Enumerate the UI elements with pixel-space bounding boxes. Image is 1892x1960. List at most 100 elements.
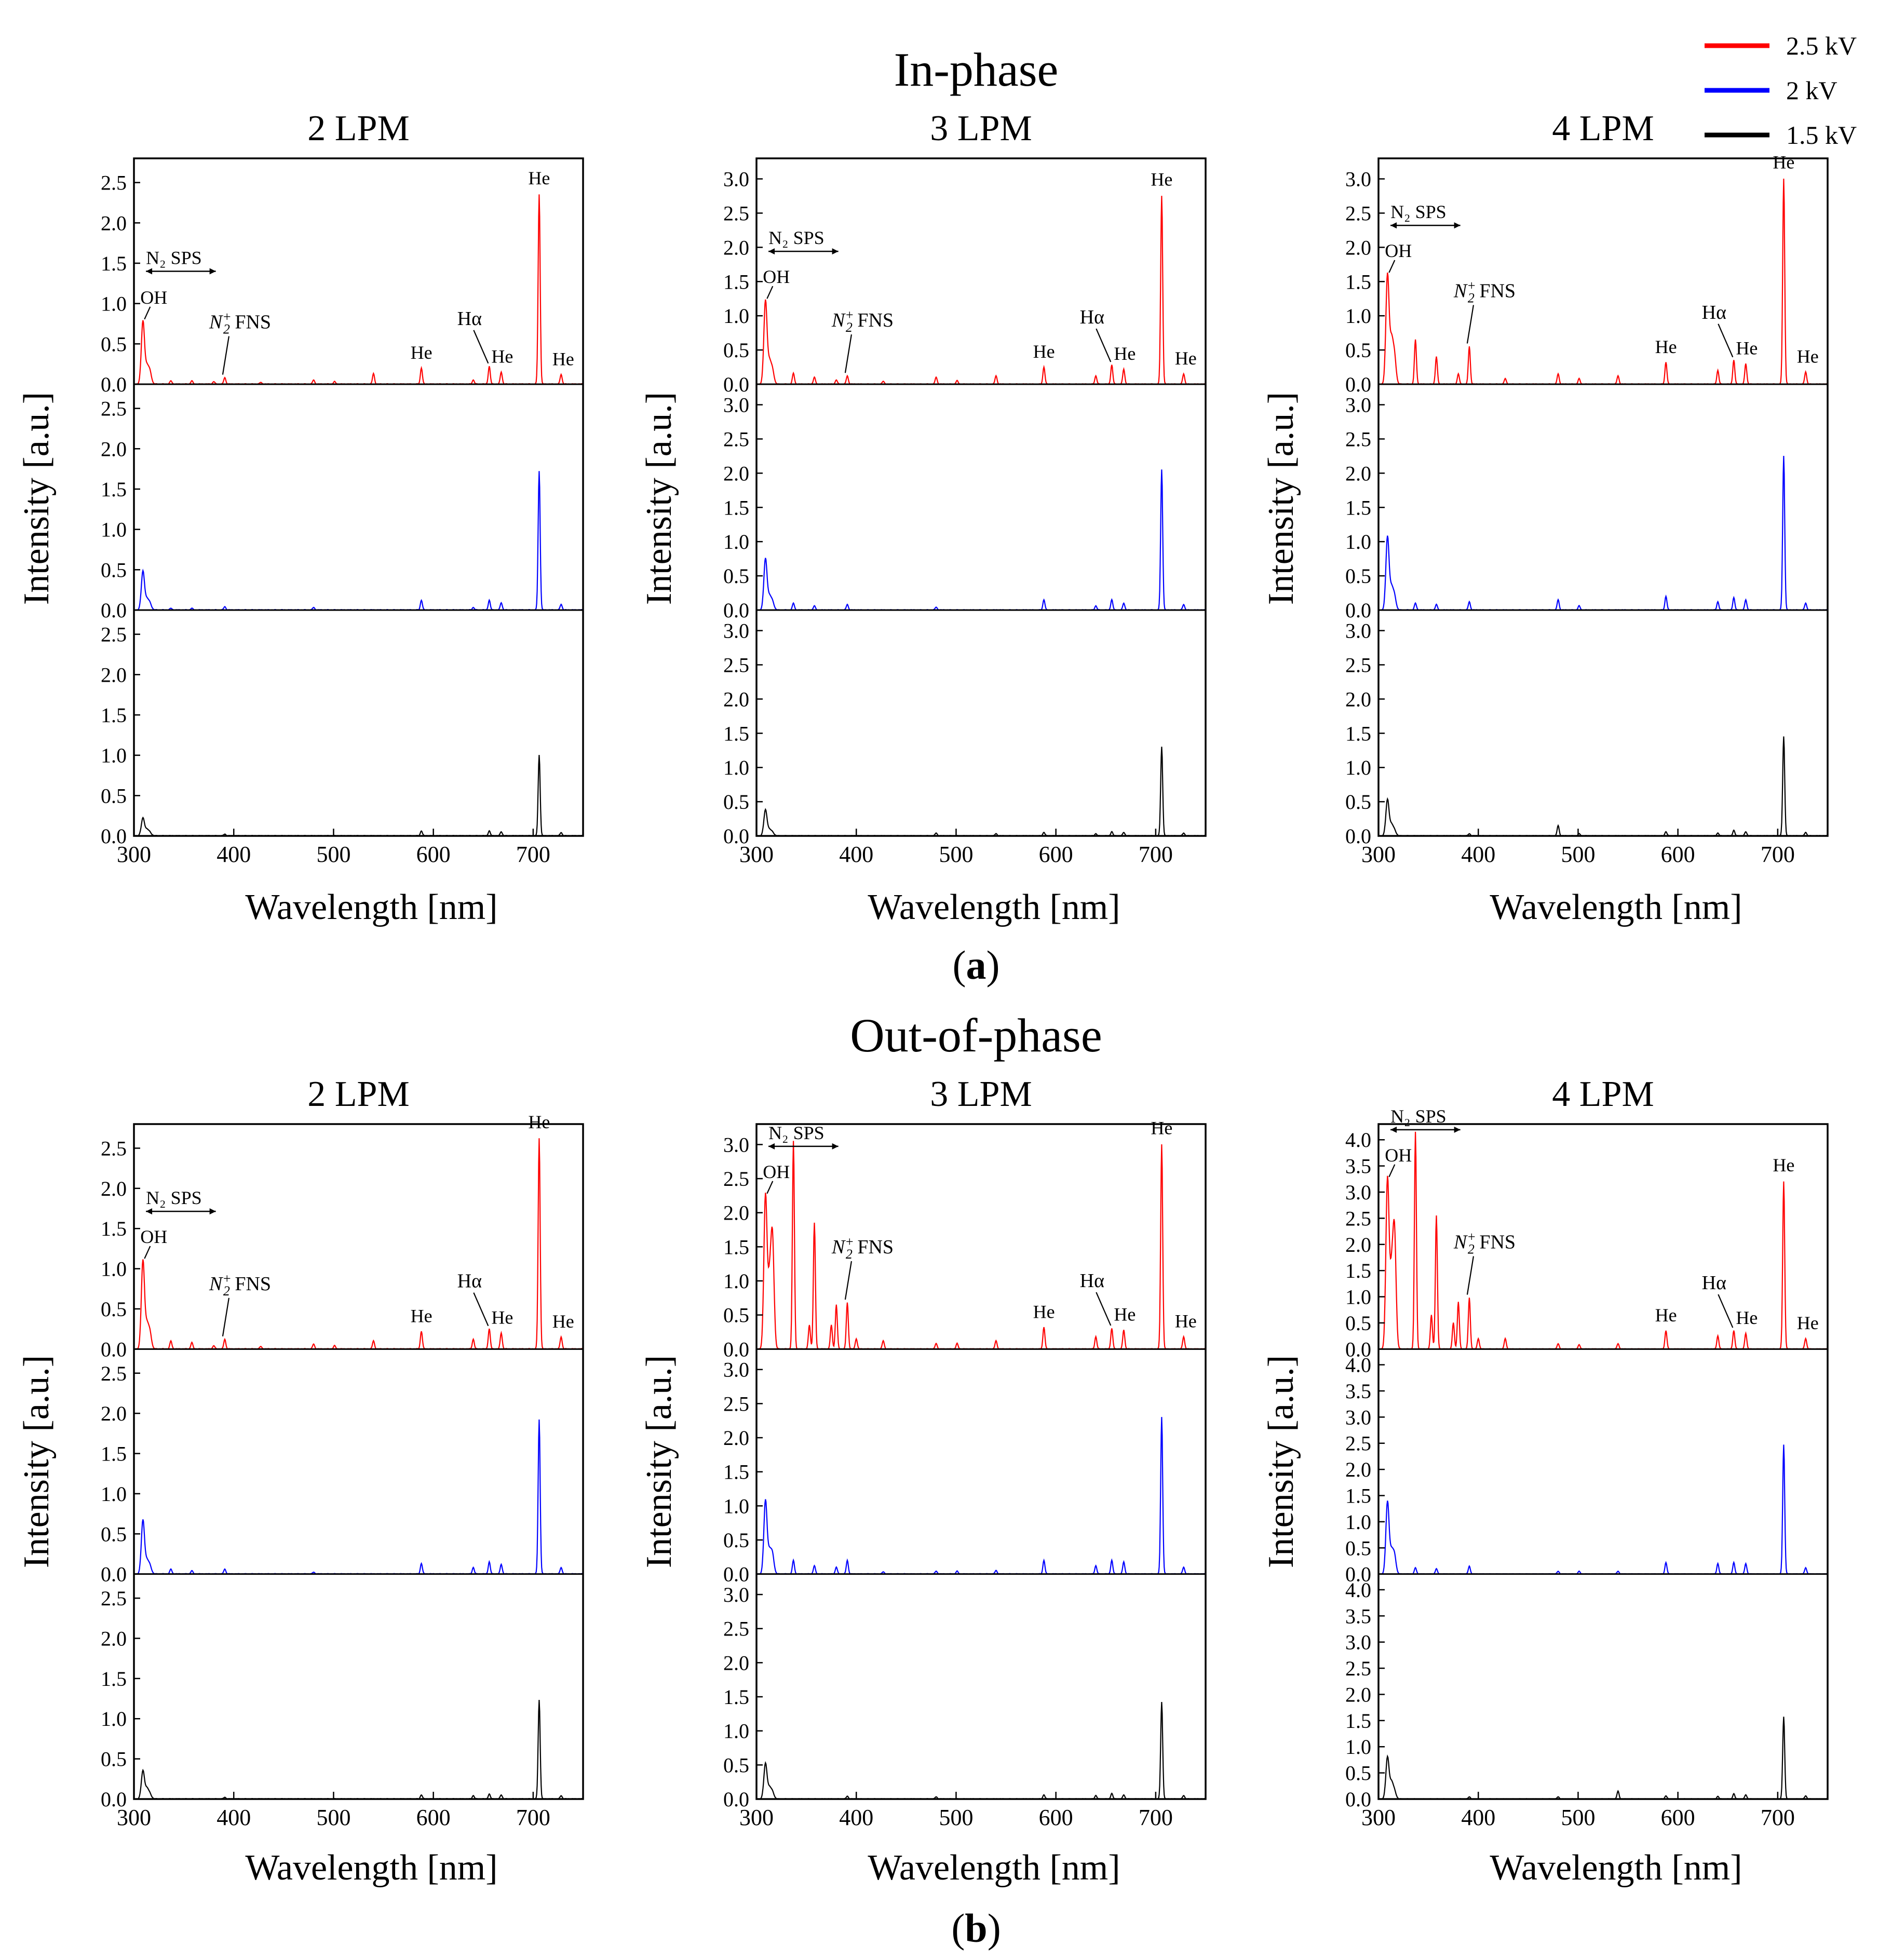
annotation-arrow xyxy=(844,334,853,373)
he-label: He xyxy=(491,1307,513,1328)
plot-frame xyxy=(1377,157,1829,837)
y-tick-label: 2.0 xyxy=(101,437,127,461)
x-axis-label: Wavelength [nm] xyxy=(245,887,497,927)
annotation-arrow xyxy=(1388,1164,1396,1178)
panel-title: 4 LPM xyxy=(1552,109,1654,148)
y-tick-label: 1.5 xyxy=(101,1667,127,1691)
spectrum-2_5kV xyxy=(756,196,1206,385)
spectrum-2kV xyxy=(756,1417,1206,1575)
y-tick-label: 0.5 xyxy=(1345,1536,1371,1560)
legend-label: 1.5 kV xyxy=(1786,120,1857,150)
he-label: He xyxy=(1797,1313,1819,1333)
group-title: In-phase xyxy=(894,43,1059,96)
x-tick-label: 700 xyxy=(1761,842,1795,867)
y-tick-label: 0.0 xyxy=(1345,824,1371,848)
y-tick-label: 3.0 xyxy=(1345,394,1371,417)
n2-fns-label: N+ 2 FNS xyxy=(1453,1229,1516,1257)
x-tick-label: 300 xyxy=(739,842,774,867)
n2-sps-label: N₂ SPS xyxy=(1390,201,1447,222)
y-tick-label: 2.0 xyxy=(1345,1683,1371,1706)
x-tick-label: 400 xyxy=(839,842,873,867)
panel-title: 3 LPM xyxy=(930,109,1032,148)
y-tick-label: 0.5 xyxy=(101,1522,127,1546)
y-tick-label: 2.0 xyxy=(723,1426,749,1450)
y-tick-label: 0.0 xyxy=(101,1563,127,1586)
y-axis-label: Intensity [a.u.] xyxy=(639,1355,679,1568)
y-tick-label: 0.5 xyxy=(1345,790,1371,814)
y-tick-label: 2.0 xyxy=(101,1177,127,1200)
y-tick-label: 3.5 xyxy=(1345,1380,1371,1403)
x-tick-label: 600 xyxy=(1661,1805,1695,1830)
n2-fns-label: N+ 2 FNS xyxy=(1453,278,1516,306)
spectrum-2kV xyxy=(1378,455,1828,611)
n2-fns-label: N+ 2 FNS xyxy=(209,1271,271,1299)
y-tick-label: 2.5 xyxy=(1345,1657,1371,1680)
y-tick-label: 3.0 xyxy=(1345,1181,1371,1204)
x-axis-label: Wavelength [nm] xyxy=(245,1848,497,1888)
he-label: He xyxy=(1175,348,1197,369)
y-tick-label: 3.0 xyxy=(723,1583,749,1606)
spectrum-2_5kV xyxy=(1378,1131,1828,1350)
y-tick-label: 4.0 xyxy=(1345,1128,1371,1152)
oh-label: OH xyxy=(140,287,167,308)
y-tick-label: 2.0 xyxy=(723,236,749,259)
annotation-arrow xyxy=(1718,323,1734,358)
spectrum-1_5kV xyxy=(1378,736,1828,837)
y-tick-label: 0.5 xyxy=(101,332,127,356)
y-tick-label: 2.0 xyxy=(723,462,749,485)
oh-label: OH xyxy=(140,1226,167,1247)
y-tick-label: 3.0 xyxy=(1345,1631,1371,1654)
x-tick-label: 500 xyxy=(316,842,350,867)
group-a: In-phase (a) 2 LPM Intensity [a.u.] Waveleng… xyxy=(17,43,1829,988)
y-axis-label: Intensity [a.u.] xyxy=(639,392,679,605)
n2-sps-label: N₂ SPS xyxy=(146,1187,202,1208)
y-tick-label: 1.0 xyxy=(101,744,127,767)
y-tick-label: 0.0 xyxy=(101,1337,127,1361)
y-tick-label: 0.5 xyxy=(101,1748,127,1771)
y-tick-label: 1.0 xyxy=(723,304,749,328)
x-tick-label: 300 xyxy=(117,1805,151,1830)
y-axis-label: Intensity [a.u.] xyxy=(17,1355,57,1568)
he-label: He xyxy=(552,348,574,369)
plot-frame xyxy=(133,1123,584,1800)
spectrum-2_5kV xyxy=(756,1141,1206,1350)
y-tick-label: 1.5 xyxy=(1345,722,1371,745)
plot-frame xyxy=(133,157,584,837)
y-tick-label: 4.0 xyxy=(1345,1578,1371,1602)
y-tick-label: 1.0 xyxy=(1345,304,1371,328)
n2-fns-label: N+ 2 FNS xyxy=(831,307,894,335)
y-tick-label: 1.0 xyxy=(723,756,749,779)
spectrum-2kV xyxy=(756,469,1206,611)
x-tick-label: 600 xyxy=(416,1805,451,1830)
x-tick-label: 400 xyxy=(217,1805,251,1830)
plot-frame xyxy=(755,1123,1207,1800)
panel-3-lpm: 3 LPM Intensity [a.u.] Wavelength [nm] 0.0 0… xyxy=(639,1074,1207,1888)
he-label: He xyxy=(491,346,513,367)
y-tick-label: 2.5 xyxy=(723,201,749,225)
y-tick-label: 0.5 xyxy=(1345,339,1371,362)
he-label: He xyxy=(1736,337,1758,358)
he-label: He xyxy=(1114,343,1136,364)
y-tick-label: 2.5 xyxy=(101,1362,127,1385)
y-tick-label: 1.5 xyxy=(101,478,127,501)
y-tick-label: 2.5 xyxy=(1345,1432,1371,1455)
y-tick-label: 0.0 xyxy=(723,1337,749,1361)
y-tick-label: 1.5 xyxy=(723,1235,749,1259)
h-alpha-label: Hα xyxy=(1080,1270,1104,1292)
y-tick-label: 0.0 xyxy=(723,1788,749,1811)
he-label: He xyxy=(528,1112,550,1132)
y-tick-label: 1.5 xyxy=(101,1217,127,1240)
he-label: He xyxy=(552,1311,574,1332)
x-axis-label: Wavelength [nm] xyxy=(1490,887,1742,927)
y-tick-label: 3.0 xyxy=(1345,168,1371,191)
y-tick-label: 1.5 xyxy=(1345,496,1371,519)
annotation-arrow xyxy=(1388,260,1396,273)
y-tick-label: 2.5 xyxy=(101,397,127,421)
legend-label: 2 kV xyxy=(1786,76,1837,105)
panel-3-lpm: 3 LPM Intensity [a.u.] Wavelength [nm] 0.0 0… xyxy=(639,109,1207,927)
n2-fns-label: N+ 2 FNS xyxy=(831,1234,894,1262)
h-alpha-label: Hα xyxy=(1080,306,1104,328)
y-tick-label: 0.5 xyxy=(723,1304,749,1327)
y-tick-label: 2.0 xyxy=(1345,687,1371,711)
annotation-arrow xyxy=(844,1261,853,1300)
